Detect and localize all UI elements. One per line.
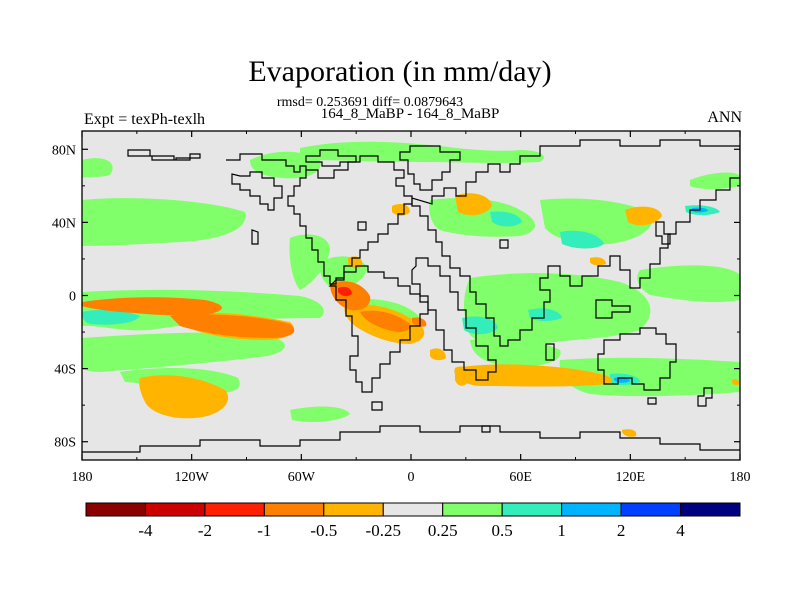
colorbar-swatch — [85, 502, 146, 517]
coastline-greenland — [399, 145, 461, 191]
y-axis: 80N 40N 0 40S 80S — [52, 143, 740, 451]
colorbar-swatch — [323, 502, 384, 517]
x-tick-label: 180 — [730, 470, 751, 485]
coastline-alaska — [231, 171, 283, 211]
coastline-island-2 — [357, 221, 367, 231]
stats-line: rmsd= 0.253691 diff= 0.0879643 — [276, 95, 464, 110]
field-amazon-red — [338, 286, 352, 297]
field-east-pacific-orange — [732, 379, 740, 386]
x-tick-label: 180 — [72, 470, 93, 485]
field-europe-green — [429, 198, 535, 237]
field-antarctic-orange — [622, 429, 637, 437]
chart-subtitle: 164_8_MaBP - 164_8_MaBP — [320, 106, 500, 122]
y-tick-label: 80S — [54, 436, 76, 451]
colorbar-label: 4 — [676, 521, 685, 540]
colorbar-label: 2 — [617, 521, 626, 540]
colorbar-label: 1 — [557, 521, 566, 540]
field-europe-cyan — [490, 211, 522, 227]
y-tick-label: 40S — [54, 363, 76, 378]
coastline-island-3 — [499, 239, 509, 249]
coastline-new-zealand — [697, 387, 713, 407]
x-tick-label: 120W — [175, 470, 210, 485]
colorbar-label: -0.25 — [366, 521, 401, 540]
field-africa-orange-small — [412, 317, 427, 327]
x-tick-label: 60W — [288, 470, 316, 485]
colorbar-label: 0.5 — [492, 521, 513, 540]
colorbar-swatch — [144, 502, 206, 517]
field-africa-orange — [430, 348, 446, 361]
coastline-west-north-america — [251, 229, 259, 245]
colorbar-label: -1 — [257, 521, 271, 540]
field-north-america-green — [289, 234, 330, 290]
x-axis: 180 120W 60W 0 60E 120E 180 — [72, 131, 751, 485]
colorbar-swatch — [680, 502, 741, 517]
colorbar-label: 0.25 — [428, 521, 458, 540]
field-southern-ocean-green — [559, 357, 740, 397]
field-asia-orange — [625, 206, 662, 226]
coastline-australia — [597, 327, 677, 391]
coastline-indonesia — [595, 299, 631, 319]
field-south-atlantic-green — [290, 406, 350, 422]
field-northeast-asia-green — [690, 172, 740, 189]
coastline-island-1 — [481, 425, 491, 433]
colorbar-label: -2 — [198, 521, 212, 540]
colorbar-label: -4 — [138, 521, 153, 540]
colorbar-swatch — [561, 502, 622, 517]
coastline-tasmania — [647, 397, 657, 405]
field-pacific-north — [82, 158, 113, 178]
y-tick-label: 0 — [69, 290, 76, 305]
coastlines — [82, 139, 740, 453]
field-equatorial-pacific-cyan — [82, 309, 140, 325]
field-pacific-orange-band — [170, 314, 295, 338]
coastline-south-america-tip — [371, 401, 383, 411]
anomaly-fields — [82, 141, 740, 437]
coastline-africa-west — [411, 257, 497, 381]
field-west-pacific-green — [637, 265, 740, 303]
x-tick-label: 60E — [509, 470, 532, 485]
y-tick-label: 80N — [52, 143, 76, 158]
season-label: ANN — [707, 109, 742, 126]
field-indian-ocean-green — [464, 273, 651, 347]
coastline-arctic-islands — [127, 149, 201, 161]
field-asia-cyan — [560, 230, 604, 249]
x-tick-label: 0 — [408, 470, 415, 485]
coastline-south-america — [328, 265, 429, 393]
field-pacific-south-band — [82, 332, 285, 372]
field-indian-ocean-cyan — [462, 316, 498, 335]
field-south-pacific-orange — [139, 375, 229, 419]
field-southern-atlantic-orange — [455, 366, 470, 386]
field-south-america-central-orange — [360, 310, 411, 332]
colorbar-swatch — [204, 502, 265, 517]
field-east-asia-orange — [590, 257, 606, 266]
coastline-arctic-islands-2 — [305, 149, 357, 167]
coastline-antarctica — [82, 425, 740, 453]
field-southern-ocean-orange — [454, 364, 613, 387]
field-pacific-west-band — [82, 198, 246, 246]
field-arctic-green — [300, 141, 544, 163]
colorbar: -4 -2 -1 -0.5 -0.25 0.25 0.5 1 2 4 — [85, 502, 741, 540]
x-tick-label: 120E — [616, 470, 646, 485]
coastline-eurasia-africa — [411, 139, 740, 347]
field-europe-orange — [455, 193, 492, 216]
colorbar-swatch — [263, 502, 325, 517]
colorbar-swatch — [501, 502, 563, 517]
colorbar-label: -0.5 — [310, 521, 337, 540]
colorbar-swatch — [620, 502, 682, 517]
experiment-label: Expt = texPh-texlh — [84, 111, 206, 128]
field-north-atlantic-orange — [392, 204, 410, 216]
colorbar-swatch — [382, 502, 444, 517]
coastline-japan — [655, 221, 671, 245]
field-tropical-pacific-orange — [82, 297, 222, 316]
chart-title: Evaporation (in mm/day) — [248, 55, 552, 88]
y-tick-label: 40N — [52, 216, 76, 231]
colorbar-swatch — [442, 502, 503, 517]
coastline-madagascar — [545, 343, 555, 361]
